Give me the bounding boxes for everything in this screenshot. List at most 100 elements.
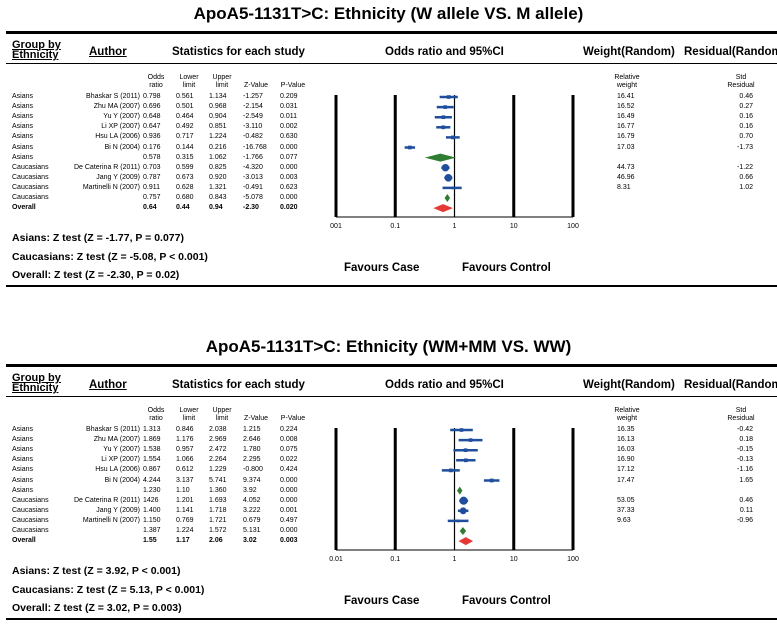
colhead-std: Std Residual bbox=[727, 74, 755, 89]
header-rule bbox=[6, 396, 777, 397]
row-p: 0.022 bbox=[280, 456, 298, 464]
row-lower: 0.144 bbox=[176, 143, 194, 151]
colhead-upper: Upper limit bbox=[212, 407, 232, 422]
row-lower: 1.224 bbox=[176, 527, 194, 534]
row-upper: 1.321 bbox=[209, 183, 227, 191]
title-rule bbox=[6, 31, 777, 34]
z-test-text: : Z test (Z = 5.13, P < 0.001) bbox=[70, 584, 205, 596]
row-residual: 0.16 bbox=[739, 123, 753, 131]
row-z: -2.549 bbox=[243, 113, 263, 121]
row-lower: 0.315 bbox=[176, 153, 194, 161]
row-weight: 16.41 bbox=[617, 93, 635, 100]
row-author: Zhu MA (2007) bbox=[93, 103, 140, 111]
row-residual: -1.73 bbox=[737, 143, 753, 151]
row-lower: 0.464 bbox=[176, 113, 194, 121]
row-weight: 16.77 bbox=[617, 123, 635, 131]
row-upper: 1.134 bbox=[209, 93, 227, 100]
header-rule bbox=[6, 63, 777, 64]
row-upper: 0.851 bbox=[209, 123, 227, 131]
row-weight: 53.05 bbox=[617, 496, 635, 504]
row-group: Asians bbox=[12, 446, 34, 454]
forest-plot: 0.01 0.1 1 10 100 bbox=[329, 428, 579, 563]
row-group: Caucasians bbox=[12, 183, 49, 191]
row-upper: 0.920 bbox=[209, 173, 227, 181]
row-lower: 1.141 bbox=[176, 506, 194, 514]
x-tick-label: 100 bbox=[567, 556, 579, 563]
header-or-ci: Odds ratio and 95%CI bbox=[385, 46, 504, 58]
row-weight: 9.63 bbox=[617, 516, 631, 524]
row-author: Jang Y (2009) bbox=[96, 173, 140, 181]
row-p: 0.623 bbox=[280, 183, 298, 191]
z-test-0: Asians: Z test (Z = -1.77, P = 0.077) bbox=[12, 232, 184, 244]
row-group: Asians bbox=[12, 486, 34, 494]
row-p: 0.020 bbox=[280, 204, 298, 212]
row-z: 0.679 bbox=[243, 516, 261, 524]
row-weight: 16.03 bbox=[617, 446, 635, 454]
header-stats: Statistics for each study bbox=[172, 379, 305, 391]
row-or: 1.400 bbox=[143, 506, 161, 514]
row-lower: 0.769 bbox=[176, 516, 194, 524]
header-author: Author bbox=[89, 379, 127, 391]
row-author: Hsu LA (2006) bbox=[95, 466, 140, 474]
row-weight: 46.96 bbox=[617, 173, 635, 181]
row-upper: 1.718 bbox=[209, 506, 227, 514]
row-p: 0.000 bbox=[280, 163, 298, 171]
row-residual: 0.70 bbox=[739, 133, 753, 141]
colhead-relw: Relative weight bbox=[614, 407, 640, 422]
row-or: 0.911 bbox=[143, 183, 160, 191]
row-group: Caucasians bbox=[12, 496, 49, 504]
row-upper: 2.06 bbox=[209, 537, 223, 545]
z-test-2: Overall: Z test (Z = -2.30, P = 0.02) bbox=[12, 269, 179, 281]
row-p: 0.001 bbox=[280, 506, 298, 514]
row-upper: 2.969 bbox=[209, 436, 227, 444]
row-weight: 16.49 bbox=[617, 113, 635, 121]
row-z: 3.92 bbox=[243, 486, 257, 494]
row-group: Asians bbox=[12, 123, 34, 131]
row-p: 0.424 bbox=[280, 466, 298, 474]
study-point bbox=[448, 468, 453, 473]
study-point bbox=[443, 105, 448, 109]
row-or: 0.648 bbox=[143, 113, 161, 121]
row-lower: 1.17 bbox=[176, 537, 190, 545]
header-weight: Weight(Random) bbox=[583, 46, 675, 58]
colhead-p: P-Value bbox=[280, 82, 306, 89]
row-residual: 0.27 bbox=[739, 103, 753, 111]
row-group: Asians bbox=[12, 113, 34, 121]
row-p: 0.077 bbox=[280, 153, 298, 161]
row-z: -2.154 bbox=[243, 103, 263, 111]
row-author: Bhaskar S (2011) bbox=[86, 426, 140, 433]
row-author: Yu Y (2007) bbox=[103, 446, 140, 454]
study-point bbox=[459, 428, 464, 432]
row-p: 0.000 bbox=[280, 527, 298, 534]
row-upper: 0.216 bbox=[209, 143, 227, 151]
row-author: Zhu MA (2007) bbox=[93, 436, 140, 444]
row-p: 0.002 bbox=[280, 123, 298, 131]
x-tick-label: 10 bbox=[510, 556, 518, 563]
row-residual: 0.46 bbox=[739, 93, 753, 100]
row-upper: 1.360 bbox=[209, 486, 227, 494]
row-z: -0.491 bbox=[243, 183, 263, 191]
row-group: Caucasians bbox=[12, 194, 49, 201]
row-or: 1.55 bbox=[143, 537, 157, 545]
row-author: Bhaskar S (2011) bbox=[86, 93, 140, 100]
study-point bbox=[450, 135, 455, 140]
row-p: 0.000 bbox=[280, 476, 298, 484]
study-point bbox=[489, 478, 494, 483]
row-z: -16.768 bbox=[243, 143, 267, 151]
row-or: 0.578 bbox=[143, 153, 161, 161]
row-z: -0.800 bbox=[243, 466, 263, 474]
row-group: Caucasians bbox=[12, 173, 49, 181]
row-author: Martinelli N (2007) bbox=[82, 516, 140, 524]
row-z: -5.078 bbox=[243, 194, 263, 201]
row-lower: 1.176 bbox=[176, 436, 194, 444]
x-tick-label: 100 bbox=[567, 223, 579, 230]
overall-diamond bbox=[458, 537, 474, 546]
row-lower: 3.137 bbox=[176, 476, 194, 484]
row-or: 4.244 bbox=[143, 476, 161, 484]
row-group: Overall bbox=[12, 204, 36, 212]
colhead-relw: Relative weight bbox=[614, 74, 640, 89]
row-p: 0.000 bbox=[280, 496, 298, 504]
row-z: -3.013 bbox=[243, 173, 263, 181]
row-p: 0.209 bbox=[280, 93, 298, 100]
subgroup-diamond bbox=[456, 486, 463, 495]
